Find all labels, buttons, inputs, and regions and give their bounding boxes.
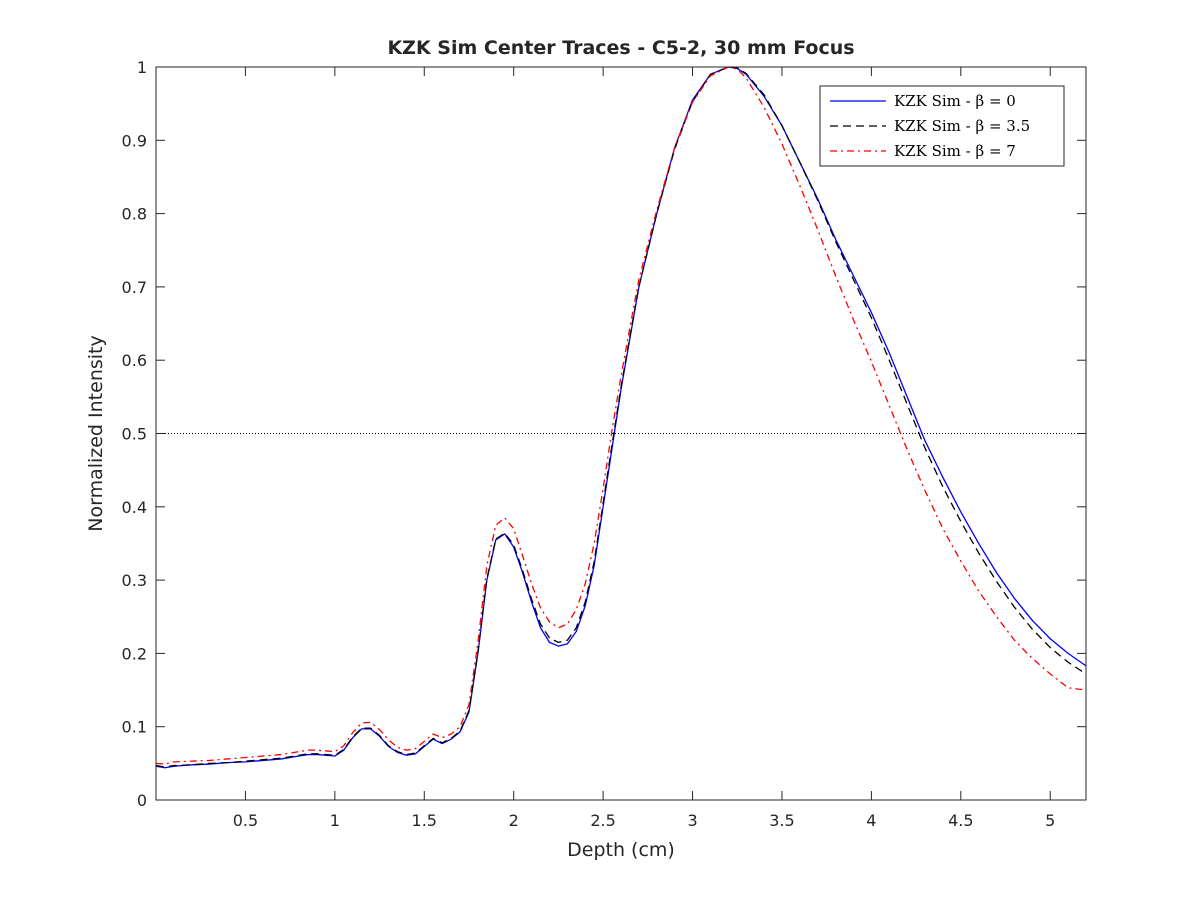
y-tick-label: 0.2: [122, 644, 147, 663]
y-tick-label: 0: [137, 791, 147, 810]
x-tick-label: 3: [687, 811, 697, 830]
y-axis-label: Normalized Intensity: [85, 335, 107, 532]
x-tick-label: 0.5: [233, 811, 258, 830]
legend-label-2: KZK Sim - β = 7: [894, 142, 1016, 160]
y-tick-label: 0.8: [122, 205, 147, 224]
series-line-1: [155, 66, 1087, 768]
y-tick-label: 0.9: [122, 131, 147, 150]
x-tick-label: 5: [1045, 811, 1055, 830]
chart-title: KZK Sim Center Traces - C5-2, 30 mm Focu…: [387, 37, 854, 59]
y-tick-label: 0.6: [122, 351, 147, 370]
x-tick-label: 3.5: [769, 811, 794, 830]
series-line-0: [155, 66, 1087, 769]
y-tick-label: 0.7: [122, 278, 147, 297]
series-line-2: [155, 66, 1087, 765]
y-tick-label: 0.1: [122, 718, 147, 737]
x-axis-label: Depth (cm): [567, 839, 675, 861]
x-tick-label: 1.5: [412, 811, 437, 830]
y-tick-label: 1: [137, 58, 147, 77]
legend-label-1: KZK Sim - β = 3.5: [894, 117, 1030, 135]
x-axis: 0.5 1 1.5 2 2.5 3 3.5 4 4.5 5: [233, 67, 1055, 830]
y-axis: 0 0.1 0.2 0.3 0.4 0.5 0.6 0.7 0.8 0.9 1: [122, 58, 1086, 810]
y-tick-label: 0.4: [122, 498, 147, 517]
y-tick-label: 0.3: [122, 571, 147, 590]
y-tick-label: 0.5: [122, 425, 147, 444]
series-layer: [155, 66, 1087, 769]
x-tick-label: 1: [330, 811, 340, 830]
x-tick-label: 4.5: [948, 811, 973, 830]
x-tick-label: 2: [509, 811, 519, 830]
x-tick-label: 4: [866, 811, 876, 830]
legend-label-0: KZK Sim - β = 0: [894, 92, 1016, 110]
x-tick-label: 2.5: [590, 811, 615, 830]
legend: KZK Sim - β = 0 KZK Sim - β = 3.5 KZK Sim …: [819, 85, 1065, 167]
